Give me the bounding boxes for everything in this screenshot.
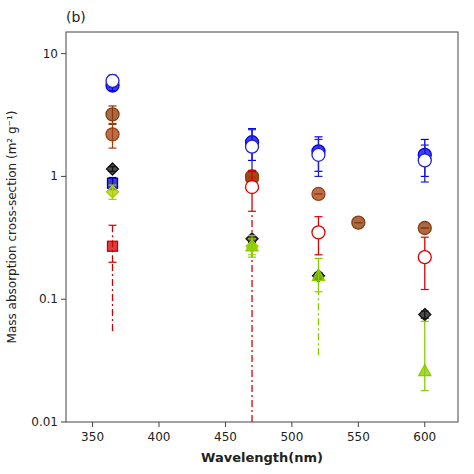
x-tick-label: 400 bbox=[148, 430, 171, 444]
x-axis-label: Wavelength(nm) bbox=[201, 450, 323, 465]
point bbox=[246, 240, 258, 252]
y-tick-label: 0.01 bbox=[31, 415, 58, 429]
series bbox=[106, 106, 431, 235]
point bbox=[106, 74, 119, 87]
point bbox=[312, 187, 325, 200]
plot-frame bbox=[66, 32, 458, 422]
point bbox=[312, 269, 324, 280]
x-tick-label: 600 bbox=[413, 430, 436, 444]
error-extension bbox=[318, 292, 319, 355]
point bbox=[108, 241, 118, 251]
y-tick-label: 1 bbox=[50, 169, 58, 183]
error-extension bbox=[112, 262, 113, 331]
series bbox=[108, 225, 118, 331]
chart: 350 400 450 500 550 600 0.01 0.1 1 10 Wavelength(n… bbox=[0, 0, 474, 474]
series bbox=[106, 79, 431, 176]
x-tick bbox=[92, 422, 93, 427]
series bbox=[107, 163, 431, 321]
point bbox=[246, 180, 259, 193]
point bbox=[106, 128, 119, 141]
y-tick bbox=[61, 176, 66, 177]
plot-area bbox=[106, 74, 431, 422]
y-tick bbox=[61, 299, 66, 300]
point bbox=[419, 309, 431, 321]
series bbox=[246, 236, 431, 391]
y-tick bbox=[61, 422, 66, 423]
series bbox=[106, 74, 431, 182]
y-tick-label: 0.1 bbox=[39, 292, 58, 306]
x-tick-label: 450 bbox=[214, 430, 237, 444]
x-tick bbox=[358, 422, 359, 427]
point bbox=[418, 251, 431, 264]
point bbox=[106, 108, 119, 121]
x-tick bbox=[424, 422, 425, 427]
point bbox=[352, 216, 365, 229]
point bbox=[246, 140, 259, 153]
x-tick bbox=[225, 422, 226, 427]
x-tick-label: 550 bbox=[347, 430, 370, 444]
x-tick bbox=[291, 422, 292, 427]
error-bar bbox=[109, 225, 117, 262]
point bbox=[107, 186, 119, 198]
x-tick-label: 500 bbox=[280, 430, 303, 444]
error-bar bbox=[421, 321, 429, 390]
y-axis-label: Mass absorption cross-section (m² g⁻¹) bbox=[5, 111, 19, 344]
series bbox=[246, 170, 432, 422]
point bbox=[312, 148, 325, 161]
point bbox=[418, 222, 431, 235]
y-tick bbox=[61, 53, 66, 54]
y-tick-label: 10 bbox=[43, 47, 58, 61]
title: (b) bbox=[66, 9, 86, 25]
point bbox=[312, 226, 325, 239]
point bbox=[107, 163, 119, 175]
point bbox=[246, 240, 258, 251]
point bbox=[312, 270, 324, 282]
x-tick-label: 350 bbox=[81, 430, 104, 444]
series bbox=[106, 123, 325, 200]
series bbox=[107, 185, 259, 255]
point bbox=[419, 365, 431, 376]
point bbox=[418, 154, 431, 167]
x-tick bbox=[159, 422, 160, 427]
